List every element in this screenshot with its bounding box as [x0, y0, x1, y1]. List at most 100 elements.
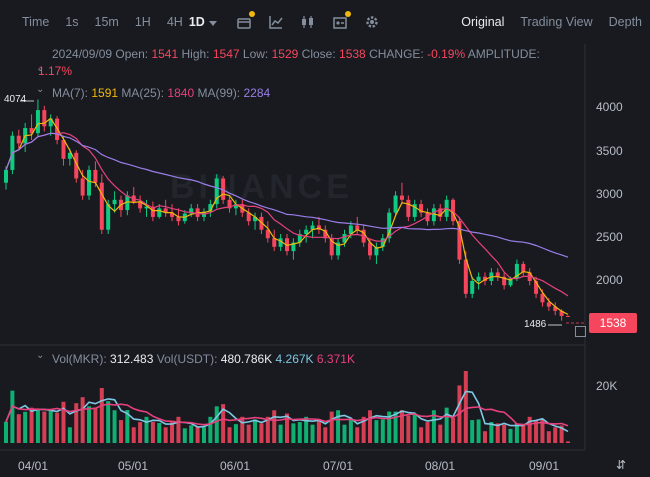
volume-bar [323, 427, 328, 443]
volume-bar [55, 412, 60, 443]
candle-type-icon[interactable] [237, 11, 255, 29]
tab-depth[interactable]: Depth [608, 15, 642, 29]
timeframe-time[interactable]: Time [22, 15, 50, 29]
volume-bar [489, 422, 494, 443]
volume-bar [214, 406, 219, 443]
volume-bar [99, 388, 104, 443]
ma7-line [5, 117, 569, 315]
open-label: Open: [115, 47, 149, 61]
chart-style-icon[interactable] [301, 15, 315, 29]
volume-bar [157, 422, 162, 443]
candle-body [80, 178, 85, 196]
chevron-down-icon[interactable] [208, 20, 217, 26]
indicators-icon[interactable] [269, 15, 283, 29]
vol-mkr-label: Vol(MKR): [52, 352, 107, 366]
timeframe-15m[interactable]: 15m [94, 15, 119, 29]
candle-body [297, 234, 302, 243]
candle-body [399, 195, 404, 200]
volume-bar [118, 420, 123, 443]
volume-bar [451, 417, 456, 443]
price-tick: 2500 [596, 230, 623, 244]
chevron-up-icon[interactable]: ⌄ [36, 84, 45, 95]
candle-body [438, 208, 443, 217]
time-tick: 09/01 [529, 459, 560, 473]
candle-body [214, 178, 219, 205]
volume-bar [348, 419, 353, 443]
notification-dot [248, 11, 255, 17]
volume-bar [150, 421, 155, 443]
candle-body [482, 276, 487, 281]
candle-body [163, 208, 168, 213]
volume-bar [304, 416, 309, 443]
notification-dot [344, 11, 351, 17]
candle-body [93, 169, 98, 183]
volume-bar [285, 413, 289, 443]
chevron-up-icon[interactable]: ⌄ [36, 63, 45, 74]
timeframe-1h[interactable]: 1H [134, 15, 151, 29]
vol-ma1-value: 4.267K [275, 352, 314, 366]
candle-body [380, 238, 385, 247]
tab-original[interactable]: Original [461, 15, 505, 29]
candle-body [451, 199, 456, 222]
volume-tick: 20K [596, 379, 618, 393]
volume-bar [246, 424, 251, 443]
time-tick: 08/01 [425, 459, 456, 473]
volume-bar [438, 424, 443, 443]
template-icon[interactable] [333, 11, 351, 29]
expand-icon[interactable] [575, 326, 586, 337]
volume-bar [93, 407, 98, 443]
candle-body [221, 178, 226, 200]
candle-body [457, 221, 462, 260]
candle-body [246, 212, 251, 222]
candle-body [304, 229, 309, 234]
ma25-line [5, 132, 569, 297]
timeframe-4h[interactable]: 4H [166, 15, 183, 29]
volume-bar [208, 416, 213, 443]
volume-bar [87, 406, 92, 443]
volume-bar [374, 420, 379, 443]
volume-bar [502, 424, 507, 443]
volume-bar [106, 401, 111, 443]
volume-bar [521, 424, 526, 443]
time-tick: 04/01 [18, 459, 49, 473]
volume-bar [540, 419, 545, 443]
timeframe-1d[interactable]: 1D [188, 15, 205, 29]
volume-bar [74, 403, 79, 443]
volume-bar [176, 416, 181, 443]
candle-body [144, 206, 149, 209]
candle-body [310, 225, 315, 230]
volume-bar [329, 411, 334, 443]
high-value: 1547 [212, 47, 240, 61]
vol-ma1-line [5, 390, 569, 433]
volume-bar [233, 424, 238, 443]
timeframe-1s[interactable]: 1s [65, 15, 79, 29]
tab-trading-view[interactable]: Trading View [520, 15, 593, 29]
candle-body [476, 276, 481, 281]
volume-bar [265, 416, 270, 443]
candle-body [374, 246, 379, 256]
reset-axis-icon[interactable]: ⇵ [616, 458, 627, 472]
ma7-value: 1591 [91, 86, 119, 100]
candle-body [336, 242, 341, 256]
vol-mkr-value: 312.483 [110, 352, 154, 366]
candle-body [189, 208, 194, 214]
volume-bar [463, 371, 468, 443]
ma7-label: MA(7): [52, 86, 88, 100]
candle-body [566, 315, 570, 317]
candle-body [29, 128, 34, 134]
candle-body [87, 169, 92, 196]
candle-body [61, 140, 66, 159]
chevron-up-icon[interactable]: ⌄ [36, 350, 45, 361]
volume-bar [336, 410, 341, 443]
volume-bar [10, 390, 15, 443]
price-tick: 3000 [596, 187, 623, 201]
volume-bar [4, 421, 8, 443]
volume-bar [195, 427, 200, 443]
candle-body [157, 208, 162, 217]
candle-body [227, 199, 232, 209]
volume-bar [559, 425, 564, 443]
candle-body [342, 234, 347, 243]
volume-bar [534, 420, 539, 443]
settings-icon[interactable] [365, 15, 379, 29]
